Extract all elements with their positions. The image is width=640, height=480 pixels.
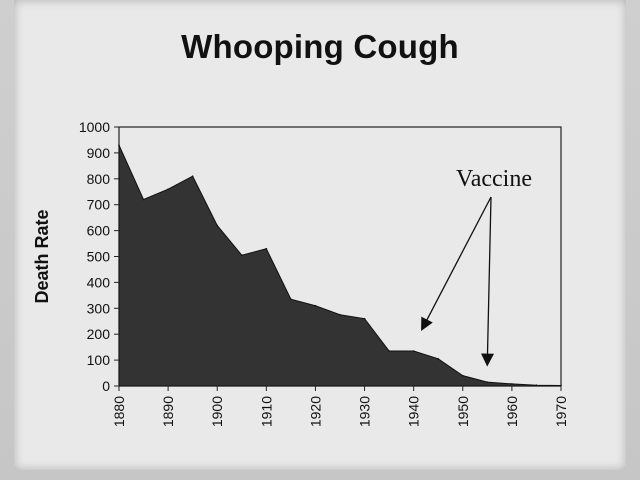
x-tick-label: 1930 (357, 396, 373, 427)
y-axis-label: Death Rate (32, 209, 52, 303)
x-tick-label: 1960 (504, 396, 520, 427)
x-tick-label: 1940 (406, 396, 422, 427)
y-tick-label: 400 (87, 274, 111, 290)
x-tick-label: 1950 (455, 396, 471, 427)
y-tick-label: 1000 (79, 119, 110, 135)
y-tick-label: 300 (87, 300, 111, 316)
vaccine-arrow-2 (481, 196, 495, 367)
vaccine-annotation: Vaccine (456, 166, 532, 192)
vaccine-arrow-1 (421, 196, 492, 332)
data-point-1935 (388, 350, 390, 352)
data-point-1930 (363, 317, 366, 320)
data-point-1940 (412, 350, 415, 352)
x-tick-label: 1890 (160, 396, 176, 427)
data-point-1950 (461, 374, 464, 377)
y-tick-label: 0 (102, 378, 110, 394)
x-tick-label: 1880 (111, 396, 127, 427)
chart-title: Whooping Cough (181, 28, 459, 65)
y-tick-label: 500 (87, 249, 111, 265)
data-point-1955 (486, 381, 489, 383)
data-point-1890 (167, 188, 169, 190)
data-point-1895 (191, 175, 194, 178)
data-point-1945 (437, 358, 440, 360)
data-point-1965 (535, 384, 538, 387)
data-point-1900 (216, 224, 219, 227)
x-tick-label: 1920 (307, 396, 323, 427)
y-tick-label: 900 (87, 145, 111, 161)
y-tick-label: 100 (87, 352, 111, 368)
x-tick-label: 1900 (209, 396, 225, 427)
data-point-1970 (560, 384, 562, 387)
y-tick-label: 600 (87, 223, 111, 239)
data-point-1905 (240, 254, 243, 257)
data-point-1920 (314, 304, 317, 307)
data-point-1915 (290, 298, 292, 301)
data-point-1960 (511, 383, 513, 385)
data-point-1880 (118, 144, 120, 146)
plot-group: 0 100 200 300 400 500 600 700 800 900 1000 1880 1890… (79, 119, 569, 427)
data-point-1925 (339, 313, 341, 316)
y-tick-label: 700 (87, 197, 111, 213)
x-tick-label: 1970 (553, 396, 569, 427)
slide-paper (14, 0, 626, 470)
series-area (118, 144, 562, 387)
data-point-1885 (142, 198, 145, 201)
data-point-1910 (265, 247, 268, 250)
x-tick-label: 1910 (258, 396, 274, 427)
y-tick-label: 200 (87, 326, 111, 342)
y-tick-label: 800 (87, 171, 111, 187)
